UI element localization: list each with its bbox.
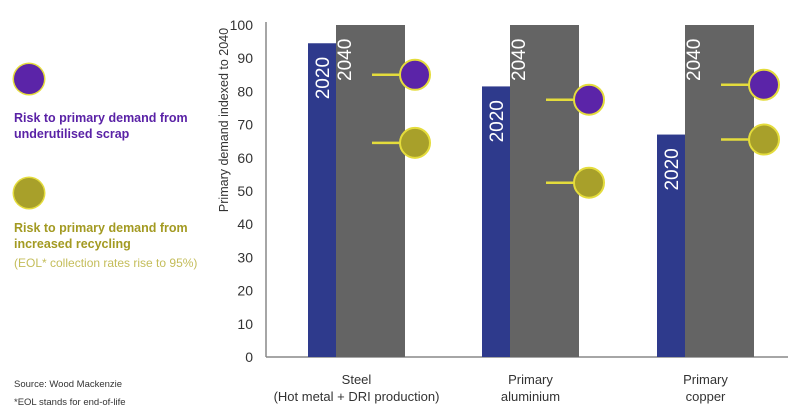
bar-label-2020: 2020 [487,100,508,142]
bar-label-2020: 2020 [313,57,334,99]
legend-scrap-marker [14,64,44,94]
y-tick-label: 50 [237,183,253,199]
x-category-label: (Hot metal + DRI production) [274,389,440,404]
bar-label-2040: 2040 [335,39,356,81]
bar-2020 [657,134,685,357]
y-tick-label: 60 [237,150,253,166]
y-tick-label: 30 [237,249,253,265]
bar-label-2020: 2020 [662,148,683,190]
y-tick-label: 70 [237,117,253,133]
x-category-label: Steel [342,372,372,387]
x-category-label: Primary [508,372,553,387]
legend-scrap-label: Risk to primary demand from underutilise… [14,110,188,142]
bar-2020 [308,43,336,357]
bar-label-2040: 2040 [509,39,530,81]
bar-2040 [510,25,579,357]
y-tick-label: 20 [237,283,253,299]
recycling-risk-marker [399,126,431,159]
y-tick-label: 90 [237,50,253,66]
legend-scrap-line1: Risk to primary demand from [14,111,188,125]
legend-recycling-line1: Risk to primary demand from [14,221,188,235]
legend-recycling-label: Risk to primary demand from increased re… [14,220,188,252]
scrap-risk-marker [573,83,605,116]
eol-footnote: *EOL stands for end-of-life [14,397,126,408]
legend-recycling-line2: increased recycling [14,237,131,251]
y-tick-label: 100 [230,17,254,33]
bar-2020 [482,86,510,358]
bar-label-2040: 2040 [684,39,705,81]
recycling-risk-marker [573,166,605,199]
recycling-risk-marker [748,123,780,156]
scrap-risk-marker [399,58,431,91]
y-tick-label: 0 [245,349,253,365]
y-axis-label: Primary demand indexed to 2040 [217,28,231,212]
x-category-label: aluminium [501,389,560,404]
x-category-label: Primary [683,372,728,387]
y-tick-label: 80 [237,83,253,99]
bar-2040 [336,25,405,357]
bar-2040 [685,25,754,357]
legend-recycling-marker [14,178,44,208]
x-category-label: copper [686,389,726,404]
y-tick-label: 10 [237,316,253,332]
source-note: Source: Wood Mackenzie [14,379,123,390]
legend-recycling-note: (EOL* collection rates rise to 95%) [14,256,198,270]
y-tick-label: 40 [237,216,253,232]
legend-scrap-line2: underutilised scrap [14,127,130,141]
scrap-risk-marker [748,68,780,101]
